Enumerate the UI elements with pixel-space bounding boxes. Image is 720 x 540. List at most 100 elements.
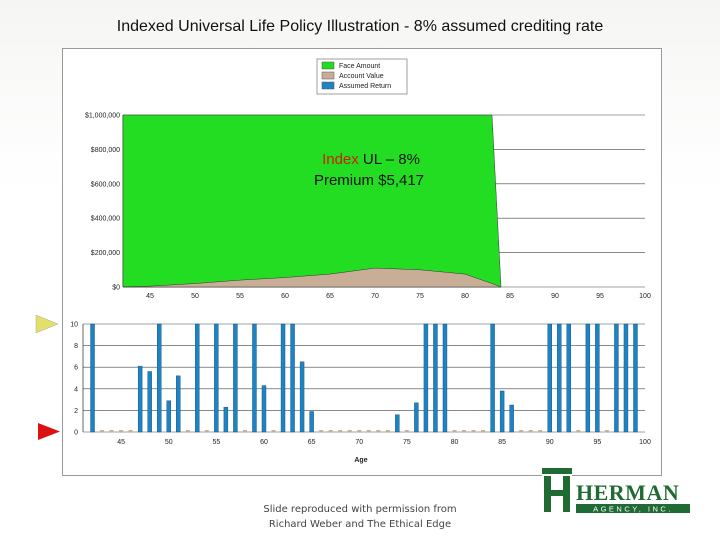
- bottom-x-axis: 45 50 55 60 65 70 75 80 85 90 95 100: [117, 439, 651, 446]
- top-x-tick-label: 85: [506, 293, 514, 300]
- assumed-return-chart: 0 2 4 6 8 10 45 50 55 60 65 70 75 80 85 90 95 100 Age: [70, 322, 651, 465]
- legend-label-account-value: Account Value: [339, 73, 384, 80]
- return-bar: [557, 323, 562, 433]
- bottom-x-tick-label: 70: [355, 439, 363, 446]
- x-axis-label: Age: [354, 457, 367, 464]
- bottom-x-tick-label: 65: [308, 439, 316, 446]
- account-value-chart: Face Amount Account Value Assumed Return…: [85, 58, 651, 300]
- top-y-tick-label: $800,000: [91, 147, 120, 154]
- bottom-y-tick-label: 10: [70, 322, 78, 329]
- return-bar-zero: [376, 430, 381, 432]
- chart-legend: Face Amount Account Value Assumed Return: [316, 58, 408, 95]
- bottom-y-tick-label: 2: [74, 408, 78, 415]
- return-bar: [223, 406, 229, 433]
- herman-agency-logo: HERMAN AGENCY, INC.: [542, 468, 690, 514]
- return-bar-zero: [452, 430, 457, 432]
- return-bar-zero: [481, 430, 486, 432]
- legend-swatch-face-amount: [321, 61, 335, 70]
- logo-house-icon: [542, 468, 572, 514]
- annotation-index-word: Index: [322, 151, 359, 168]
- return-bar-zero: [519, 430, 524, 432]
- top-y-tick-label: $1,000,000: [85, 113, 120, 120]
- return-bar-zero: [128, 430, 133, 432]
- return-bar: [299, 361, 305, 433]
- return-bar: [585, 323, 591, 433]
- return-bar-zero: [404, 430, 409, 432]
- bottom-x-tick-label: 80: [451, 439, 459, 446]
- return-bar-zero: [347, 430, 352, 432]
- return-bar: [261, 385, 267, 433]
- return-bar: [176, 375, 181, 433]
- top-x-tick-label: 65: [326, 293, 334, 300]
- top-y-tick-label: $0: [112, 285, 120, 292]
- return-bar: [147, 371, 152, 433]
- return-bar: [614, 323, 619, 433]
- return-bar-zero: [109, 430, 114, 432]
- bottom-x-tick-label: 50: [165, 439, 173, 446]
- top-x-tick-label: 60: [281, 293, 289, 300]
- return-bar-zero: [366, 430, 371, 432]
- account-value-area: [122, 267, 502, 288]
- logo-subtitle: AGENCY, INC.: [593, 505, 673, 514]
- credit-line-1: Slide reproduced with permission from: [263, 504, 457, 515]
- bottom-x-tick-label: 90: [546, 439, 554, 446]
- bottom-x-tick-label: 100: [639, 439, 651, 446]
- top-y-tick-label: $600,000: [91, 181, 120, 188]
- return-bar: [595, 323, 600, 433]
- return-bar-zero: [338, 430, 343, 432]
- bottom-x-tick-label: 60: [260, 439, 268, 446]
- bottom-x-tick-label: 55: [212, 439, 220, 446]
- return-bar-zero: [328, 430, 333, 432]
- return-bar: [195, 323, 200, 433]
- top-y-tick-label: $400,000: [91, 216, 120, 223]
- credit-text: Slide reproduced with permission from Ri…: [230, 502, 490, 532]
- return-bar-zero: [271, 430, 276, 432]
- return-bar-zero: [538, 430, 543, 432]
- red-arrow-marker: [38, 423, 60, 440]
- return-bar: [442, 323, 448, 433]
- face-amount-area: [122, 114, 502, 288]
- top-x-tick-label: 100: [639, 293, 651, 300]
- return-bar: [547, 323, 552, 433]
- annotation-ul-rate: UL – 8%: [359, 151, 420, 168]
- top-y-axis: $0 $200,000 $400,000 $600,000 $800,000 $1,000…: [85, 113, 120, 292]
- annotation-premium: Premium $5,417: [314, 172, 424, 189]
- bottom-y-tick-label: 6: [74, 365, 78, 372]
- return-bar-zero: [185, 430, 190, 432]
- return-bar: [233, 323, 238, 433]
- return-bar-zero: [604, 430, 609, 432]
- top-x-axis: 45 50 55 60 65 70 75 80 85 90 95 100: [146, 293, 651, 300]
- chart-frame: Face Amount Account Value Assumed Return…: [62, 48, 662, 476]
- bottom-y-axis: 0 2 4 6 8 10: [70, 322, 78, 437]
- return-bar-zero: [119, 430, 124, 432]
- top-y-tick-label: $200,000: [91, 250, 120, 257]
- return-bar: [490, 323, 495, 433]
- credit-line-2: Richard Weber and The Ethical Edge: [268, 519, 452, 530]
- return-bar: [309, 411, 314, 433]
- annotation-line-1: Index UL – 8%: [322, 151, 420, 168]
- return-bar: [433, 323, 438, 433]
- legend-swatch-assumed-return: [321, 81, 335, 90]
- return-bar-zero: [528, 430, 533, 432]
- return-bar: [414, 402, 419, 433]
- return-bar-zero: [242, 430, 247, 432]
- return-bar: [290, 323, 295, 433]
- return-bar: [633, 323, 638, 433]
- top-x-tick-label: 45: [146, 293, 154, 300]
- return-bar-zero: [357, 430, 362, 432]
- return-bar: [157, 323, 162, 433]
- return-bar-zero: [319, 430, 324, 432]
- return-bar: [214, 323, 219, 433]
- bottom-y-tick-label: 4: [74, 386, 78, 393]
- return-bar: [166, 400, 171, 433]
- return-bar: [90, 323, 95, 433]
- bottom-x-tick-label: 45: [117, 439, 125, 446]
- top-x-tick-label: 55: [236, 293, 244, 300]
- return-bar-zero: [462, 430, 467, 432]
- return-bar-zero: [385, 430, 390, 432]
- top-x-tick-label: 70: [371, 293, 379, 300]
- return-bar: [566, 323, 571, 433]
- bottom-x-tick-label: 85: [498, 439, 506, 446]
- bottom-x-tick-label: 95: [593, 439, 601, 446]
- return-bar: [395, 414, 400, 433]
